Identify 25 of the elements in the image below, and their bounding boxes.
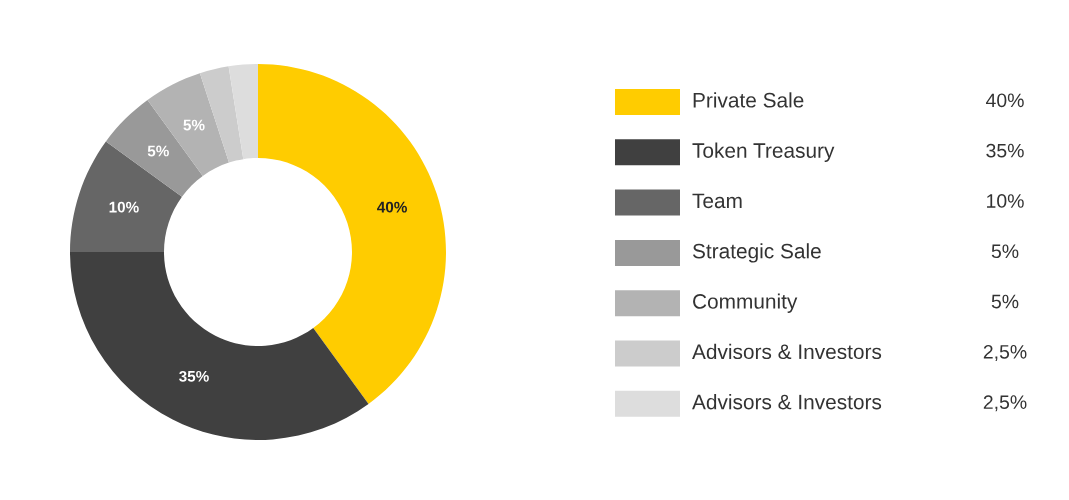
text: 5%: [991, 294, 1019, 309]
text: 10%: [987, 194, 1024, 208]
donut-slice: [258, 64, 446, 405]
donut-slice: [70, 252, 369, 440]
data-label: 2,5%: [983, 395, 1027, 412]
data-label: 2,5%: [983, 344, 1027, 362]
legend-label: Community: [693, 293, 798, 313]
legend-label: Strategic Sale: [692, 243, 821, 263]
data-label: 10%: [109, 201, 139, 213]
data-label: 5%: [147, 145, 169, 157]
data-label: 35%: [179, 370, 209, 382]
donut-slice: [228, 64, 258, 160]
text: 40%: [985, 93, 1024, 108]
legend-label: Advisors & Investors: [692, 343, 882, 360]
donut-slice: [70, 141, 182, 252]
legend-label: Advisors & Investors: [692, 394, 882, 410]
legend-label: Team: [692, 193, 742, 209]
legend-label: Private Sale: [693, 92, 804, 108]
donut-slice: [147, 73, 229, 176]
text: 35%: [986, 143, 1024, 158]
legend-label: Token Treasury: [692, 142, 835, 163]
text: 5%: [991, 244, 1019, 259]
data-label: 5%: [183, 119, 205, 131]
donut-slice: [105, 99, 203, 197]
data-label: 40%: [377, 201, 407, 213]
